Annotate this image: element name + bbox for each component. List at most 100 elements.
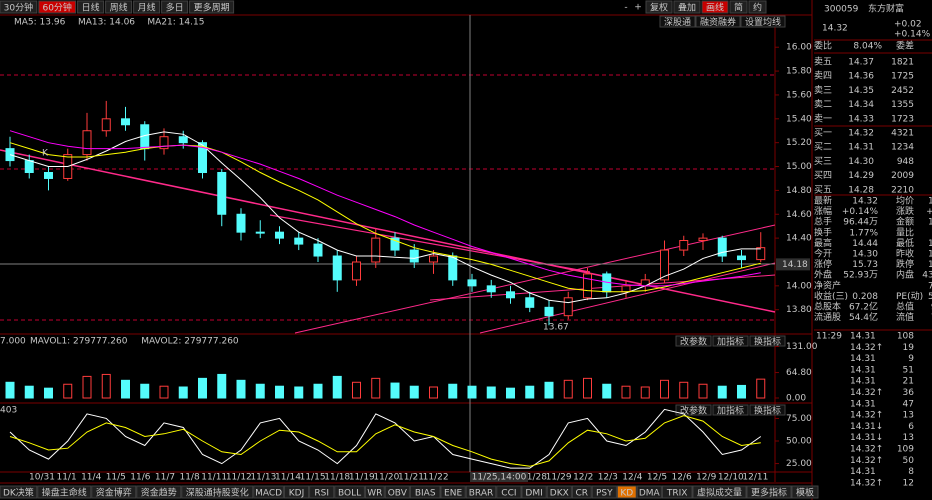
indicator-tab-label: OBV [388,489,408,499]
indicator-tab[interactable] [91,485,137,499]
volume-bar [390,382,400,399]
indicator-tab[interactable] [465,485,497,499]
period-button[interactable] [161,0,189,14]
indicator-tab[interactable] [253,485,284,499]
trade-volume: 51 [903,365,914,375]
indicator-tab[interactable] [409,485,441,499]
indicator-tab[interactable] [546,485,572,499]
period-button-label: 多日 [166,2,184,14]
period-button[interactable] [38,0,77,14]
indicator-tab[interactable] [661,485,693,499]
period-button-label: 周线 [110,2,128,14]
indicator-tab[interactable] [364,485,385,499]
change: +0.02 [894,20,922,30]
zoom-out: - [624,3,627,13]
indicator-tab[interactable] [283,485,310,499]
volume-bar [255,383,265,399]
indicator-tab[interactable] [309,485,335,499]
period-button[interactable] [0,0,38,14]
sub-tool-button[interactable] [695,15,741,28]
panel-button[interactable] [749,404,786,416]
indicator-tab-label: RSI [314,489,329,499]
panel-button[interactable] [675,404,712,416]
indicator-tab[interactable] [181,485,254,499]
y-tick-label: 14.60 [786,210,812,220]
candle-body [159,136,169,150]
candle-body [390,237,400,251]
period-button[interactable] [133,0,161,14]
period-button[interactable] [105,0,133,14]
indicator-tab[interactable] [616,485,637,499]
indicator-tab[interactable] [636,485,662,499]
panel-button[interactable] [712,404,749,416]
book-volume: 1725 [891,72,914,82]
volume-bar [756,378,766,399]
tool-button[interactable] [701,0,729,14]
x-tick-label: 12/10 [718,473,744,483]
indicator-tab[interactable] [334,485,365,499]
trade-price: 14.31 [850,365,876,375]
x-tick-label: 11/21 [398,473,424,483]
y-tick-label: 15.80 [786,67,812,77]
volume-bar [660,379,669,399]
candle-body [101,118,111,132]
indicator-tab[interactable] [136,485,182,499]
indicator-tab-label: MACD [255,489,282,499]
tool-button[interactable] [729,0,748,14]
volume-bar [24,385,34,399]
stat-cell: 今开 [814,248,832,260]
x-tick-label: 11/1 [56,473,76,483]
stat-cell: 跌停 [896,258,914,270]
indicator-tab[interactable] [440,485,466,499]
stat-cell: 换手 [814,226,832,238]
candle-body [448,255,458,281]
y-tick-label: 15.20 [786,138,812,148]
panel-button[interactable] [675,335,712,347]
indicator-tab-label: 操盘主命线 [42,487,87,499]
indicator-tab[interactable] [746,485,792,499]
indicator-tab[interactable] [521,485,547,499]
panel-button[interactable] [712,335,749,347]
volume-bar [236,379,246,399]
volume-bar [583,377,592,399]
panel-button[interactable] [749,335,786,347]
trade-price: 14.31 [850,399,876,409]
indicator-tab[interactable] [0,485,38,499]
stat-cell: 量比 [896,226,914,238]
x-tick-label: 12/4 [622,473,642,483]
stat-cell: 1.77% [849,228,878,238]
book-price: 14.28 [848,185,874,195]
tool-button[interactable] [673,0,701,14]
x-tick-label: 11/4 [81,473,101,483]
volume-bar [101,373,111,399]
trade-volume: 19 [903,343,915,353]
indicator-tab[interactable] [571,485,592,499]
frame [0,0,813,500]
book-label: 卖四 [814,71,832,82]
indicator-tab[interactable] [384,485,410,499]
stat-cell: 内盘 [896,269,914,281]
tool-button[interactable] [645,0,673,14]
ratio-cell: 委差 [896,40,914,52]
indicator-tab[interactable] [496,485,522,499]
indicator-tab[interactable] [37,485,92,499]
indicator-tab[interactable] [692,485,747,499]
book-price: 14.30 [848,157,874,167]
tool-button[interactable] [748,0,767,14]
trade-price: 14.31 [850,467,876,477]
period-button[interactable] [189,0,235,14]
indicator-tab-label: CR [576,489,589,499]
indicator-tab[interactable] [591,485,617,499]
stat-cell: 流通股 [814,311,841,323]
stat-cell: 54.4亿 [849,311,878,323]
sub-tool-button[interactable] [659,15,696,28]
indicator-tab[interactable] [791,485,819,499]
book-label: 卖五 [814,57,832,68]
period-button[interactable] [77,0,105,14]
candle-body [467,279,477,287]
y-tick-label: 13.80 [786,305,812,315]
trade-volume: 8 [908,467,914,477]
sub-tool-button[interactable] [740,15,786,28]
trade-price: 14.32↑ [850,411,883,421]
